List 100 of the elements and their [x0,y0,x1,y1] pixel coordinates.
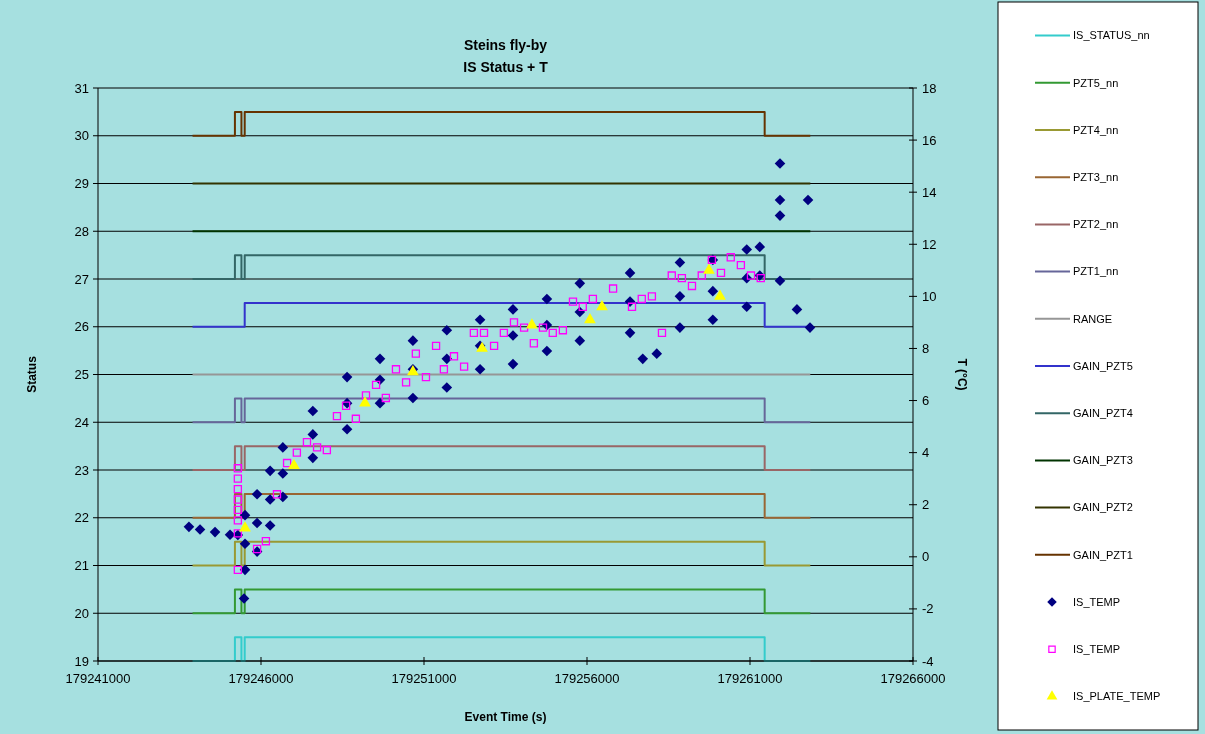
point [391,365,401,374]
y-tick-label: 27 [74,271,89,287]
y-tick-label: 28 [74,223,89,239]
point [588,294,598,304]
point [736,260,746,270]
y2-tick-label: 14 [922,184,937,200]
point [568,297,578,306]
point [233,505,243,515]
point [509,318,519,327]
point [519,323,529,332]
legend-label: PZT3_nn [1073,171,1119,184]
point [657,328,667,338]
legend-label: IS_TEMP [1073,595,1121,608]
point [526,318,538,329]
point [371,380,381,390]
x-tick-label: 179251000 [391,671,457,686]
point [341,401,351,410]
point [538,323,548,332]
y2-tick-label: 2 [922,497,930,513]
y2-axis-title: T (°C) [955,358,969,391]
point [726,253,735,262]
x-tick-label: 179246000 [228,671,294,686]
y-tick-label: 24 [74,414,89,430]
point [292,448,302,457]
point [558,326,568,335]
y-tick-label: 22 [74,510,89,526]
legend-label: PZT5_nn [1073,76,1119,89]
point [746,271,756,280]
x-tick-label: 179266000 [880,671,946,686]
point [677,273,687,283]
point [469,328,479,338]
point [421,372,431,382]
point [716,268,726,278]
point [272,490,282,499]
y-tick-label: 30 [74,128,89,144]
legend-label: GAIN_PZT1 [1073,548,1133,561]
point [261,537,271,546]
legend-label: IS_PLATE_TEMP [1073,690,1161,703]
legend-label: GAIN_PZT3 [1073,454,1133,467]
point [479,328,489,338]
point [332,411,342,421]
point [381,393,391,403]
y2-tick-label: 16 [922,132,937,148]
point [401,378,411,387]
y2-tick-label: 0 [922,549,930,565]
point [431,341,441,351]
y2-tick-label: -4 [922,653,934,669]
point [647,292,657,301]
point [361,391,371,400]
y2-tick-label: 12 [922,236,937,252]
y2-tick-label: 18 [922,80,937,96]
point [627,302,637,311]
point [637,294,646,304]
y-tick-label: 20 [74,605,89,621]
chart-title: Steins fly-by [463,37,548,53]
y-tick-label: 21 [74,558,89,574]
legend-label: PZT2_nn [1073,218,1119,231]
point [233,495,243,504]
y-tick-label: 26 [74,319,89,335]
point [578,302,587,311]
point [233,484,243,494]
point [312,443,322,452]
x-tick-label: 179256000 [554,671,620,686]
point [489,341,499,351]
y2-tick-label: 6 [922,393,930,409]
legend-label: GAIN_PZT4 [1073,407,1133,420]
y-tick-label: 23 [74,462,89,478]
legend-label: IS_STATUS_nn [1073,29,1150,42]
y2-tick-label: 4 [922,445,930,461]
y-tick-label: 31 [74,80,89,96]
point [584,313,596,324]
legend-label: PZT4_nn [1073,123,1119,136]
legend-label: IS_TEMP [1073,643,1121,656]
point [459,362,469,371]
point [439,365,449,374]
y2-tick-label: 8 [922,341,930,356]
point [703,263,715,274]
point [233,565,243,575]
point [351,414,361,423]
legend-label: RANGE [1073,312,1113,325]
point [233,474,243,483]
point [608,284,618,293]
point [239,521,251,532]
point [322,445,332,455]
point [697,271,706,280]
point [449,352,459,361]
point [288,458,300,470]
point [302,438,312,447]
x-tick-label: 179261000 [717,671,783,686]
point [233,464,243,473]
y-tick-label: 19 [74,653,89,669]
point [687,281,697,291]
y-tick-label: 25 [74,367,89,383]
point [282,458,292,468]
legend-label: PZT1_nn [1073,265,1119,278]
y-axis-title: Status [25,355,39,393]
point [359,396,371,407]
y-tick-label: 29 [74,176,89,192]
point [667,271,676,280]
point [529,339,539,348]
